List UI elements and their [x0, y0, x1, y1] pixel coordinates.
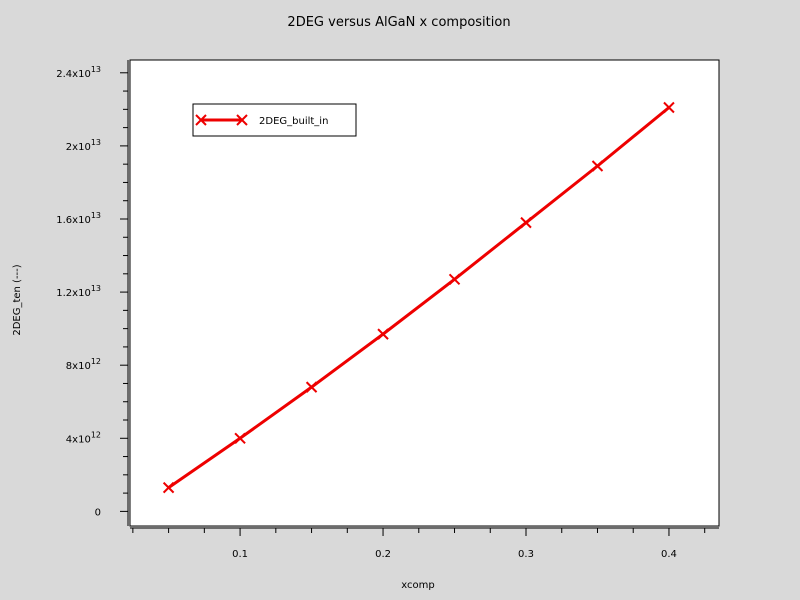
- data-point-marker: [305, 381, 318, 393]
- x-tick-label: 0.3: [518, 549, 534, 560]
- data-point-marker: [162, 481, 175, 494]
- chart-title: 2DEG versus AlGaN x composition: [287, 15, 510, 30]
- x-tick-label: 0.4: [661, 549, 677, 560]
- y-axis-ticks: [120, 72, 128, 512]
- y-tick-label: 2.4x1013: [56, 65, 101, 80]
- plot-area: [129, 59, 720, 527]
- legend: 2DEG_built_in: [192, 103, 357, 137]
- y-axis-label: 2DEG_ten (---): [12, 264, 23, 335]
- data-point-marker: [663, 101, 675, 114]
- y-tick-label: 1.2x1013: [56, 284, 101, 299]
- data-point-marker: [591, 160, 604, 172]
- y-tick-label: 1.6x1013: [56, 211, 101, 226]
- series-layer: [162, 101, 675, 494]
- y-tick-label: 2x1013: [66, 138, 101, 153]
- y-tick-label: 4x1012: [66, 430, 101, 445]
- data-point-marker: [234, 432, 246, 444]
- data-point-marker: [448, 273, 461, 286]
- y-tick-label: 8x1012: [66, 357, 101, 372]
- x-axis-ticks: [132, 528, 706, 536]
- x-axis-tick-labels: 0.1 0.2 0.3 0.4: [232, 549, 677, 560]
- x-tick-label: 0.2: [375, 549, 391, 560]
- data-point-marker: [377, 328, 389, 340]
- x-axis-label: xcomp: [401, 580, 434, 591]
- legend-marker-x-icon: [195, 114, 248, 126]
- y-tick-label: 0: [95, 507, 101, 518]
- data-point-marker: [520, 216, 532, 229]
- x-tick-label: 0.1: [232, 549, 248, 560]
- legend-label: 2DEG_built_in: [259, 116, 328, 127]
- y-axis-tick-labels: 0 4x1012 8x1012 1.2x1013 1.6x1013 2x1013 2.4x1…: [56, 65, 101, 519]
- series-line: [167, 106, 670, 489]
